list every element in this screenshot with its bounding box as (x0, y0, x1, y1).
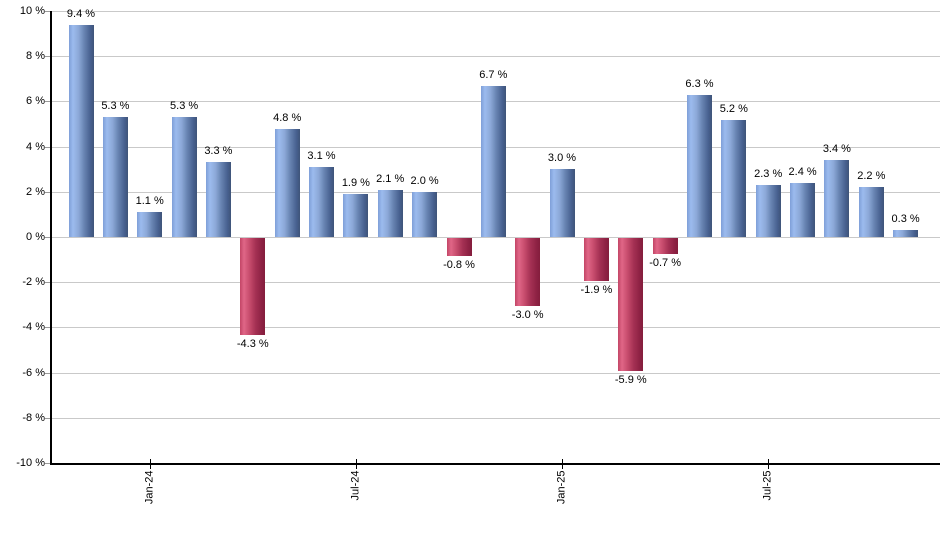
bar-value-label: 2.2 % (857, 170, 886, 183)
bar-Jul-25 (755, 185, 781, 237)
bar-Jun-24 (309, 166, 334, 237)
y-axis-tick-label: 4 % (26, 141, 45, 153)
bar-value-label: -1.9 % (580, 283, 613, 296)
gridline (52, 11, 940, 12)
bar-value-label: 5.3 % (170, 100, 199, 113)
bar-value-label: -5.9 % (614, 374, 647, 387)
gridline (52, 327, 940, 328)
bar-Sep-24 (412, 191, 438, 237)
bar-Apr-24 (240, 238, 266, 336)
bar-value-label: 3.3 % (204, 145, 233, 158)
bar-May-24 (274, 128, 300, 237)
bar-Aug-25 (790, 182, 816, 237)
bar-Mar-24 (205, 162, 231, 237)
bar-value-label: 5.2 % (719, 102, 748, 115)
bar-Sep-25 (824, 160, 850, 237)
bar-value-label: 3.1 % (307, 149, 336, 162)
bar-value-label: -0.7 % (649, 256, 681, 269)
y-axis-tick (45, 192, 50, 193)
bar-Dec-24 (515, 238, 541, 306)
bar-Jul-24 (343, 194, 369, 237)
y-axis-line (50, 11, 52, 465)
y-axis-tick (45, 418, 50, 419)
x-axis-tick (149, 459, 151, 469)
bar-value-label: 2.0 % (410, 174, 439, 187)
bar-Feb-25 (583, 238, 609, 281)
y-axis-tick-label: -8 % (22, 412, 45, 424)
bar-Nov-24 (480, 85, 506, 237)
bar-Apr-25 (652, 238, 678, 254)
bar-Jun-25 (721, 119, 747, 237)
y-axis-tick-label: 2 % (26, 186, 45, 198)
bar-value-label: 6.7 % (479, 68, 508, 81)
y-axis-tick (45, 282, 50, 283)
y-axis-tick (45, 373, 50, 374)
bar-Aug-24 (377, 189, 403, 237)
bar-Jan-25 (549, 169, 575, 237)
y-axis-tick-label: -10 % (16, 457, 45, 469)
x-axis-line (50, 463, 940, 465)
gridline (52, 237, 940, 238)
bar-value-label: 0.3 % (891, 213, 920, 226)
x-axis-tick (355, 459, 357, 469)
y-axis-tick (45, 101, 50, 102)
bar-value-label: 6.3 % (685, 77, 714, 90)
y-axis-tick-label: 0 % (26, 231, 45, 243)
x-axis-tick-label: Jul-24 (349, 470, 362, 501)
gridline (52, 282, 940, 283)
bar-May-25 (687, 94, 712, 237)
x-axis-tick-label: Jan-25 (555, 470, 568, 505)
bar-value-label: 1.1 % (135, 195, 164, 208)
bar-Oct-25 (858, 187, 884, 237)
bar-value-label: -3.0 % (511, 308, 544, 321)
bar-value-label: 3.0 % (547, 152, 577, 165)
bar-value-label: 4.8 % (273, 111, 302, 124)
bar-value-label: 9.4 % (66, 7, 96, 20)
bar-Nov-25 (893, 230, 919, 237)
y-axis-tick-label: -6 % (22, 367, 45, 379)
bar-value-label: 5.3 % (101, 100, 130, 113)
y-axis-tick (45, 147, 50, 148)
x-axis-tick-label: Jan-24 (143, 470, 156, 505)
bar-Mar-25 (618, 238, 644, 372)
bar-Nov-23 (68, 24, 94, 237)
bar-Oct-24 (446, 238, 472, 257)
y-axis-tick (45, 463, 50, 464)
bar-value-label: 2.4 % (788, 165, 817, 178)
y-axis-tick (45, 237, 50, 238)
bar-value-label: 2.1 % (376, 172, 405, 185)
gridline (52, 418, 940, 419)
gridline (52, 373, 940, 374)
y-axis-tick-label: 10 % (19, 5, 45, 17)
bar-value-label: -0.8 % (443, 259, 475, 272)
y-axis-tick-label: -2 % (22, 276, 45, 288)
y-axis-tick (45, 327, 50, 328)
y-axis-tick (45, 56, 50, 57)
bar-value-label: 2.3 % (754, 168, 783, 180)
bar-value-label: 3.4 % (822, 143, 851, 156)
x-axis-tick (768, 459, 770, 469)
y-axis-tick-label: -4 % (22, 321, 45, 333)
gridline (52, 56, 940, 57)
x-axis-tick (562, 459, 563, 469)
y-axis-tick (45, 11, 50, 12)
y-axis-tick-label: 6 % (26, 95, 45, 107)
bar-Feb-24 (171, 117, 197, 237)
x-axis-tick-label: Jul-25 (761, 470, 774, 501)
bar-value-label: -4.3 % (236, 338, 269, 351)
bar-Dec-23 (102, 117, 128, 237)
y-axis-tick-label: 8 % (26, 50, 45, 62)
bar-Jan-24 (137, 212, 163, 237)
bar-value-label: 1.9 % (341, 177, 370, 190)
